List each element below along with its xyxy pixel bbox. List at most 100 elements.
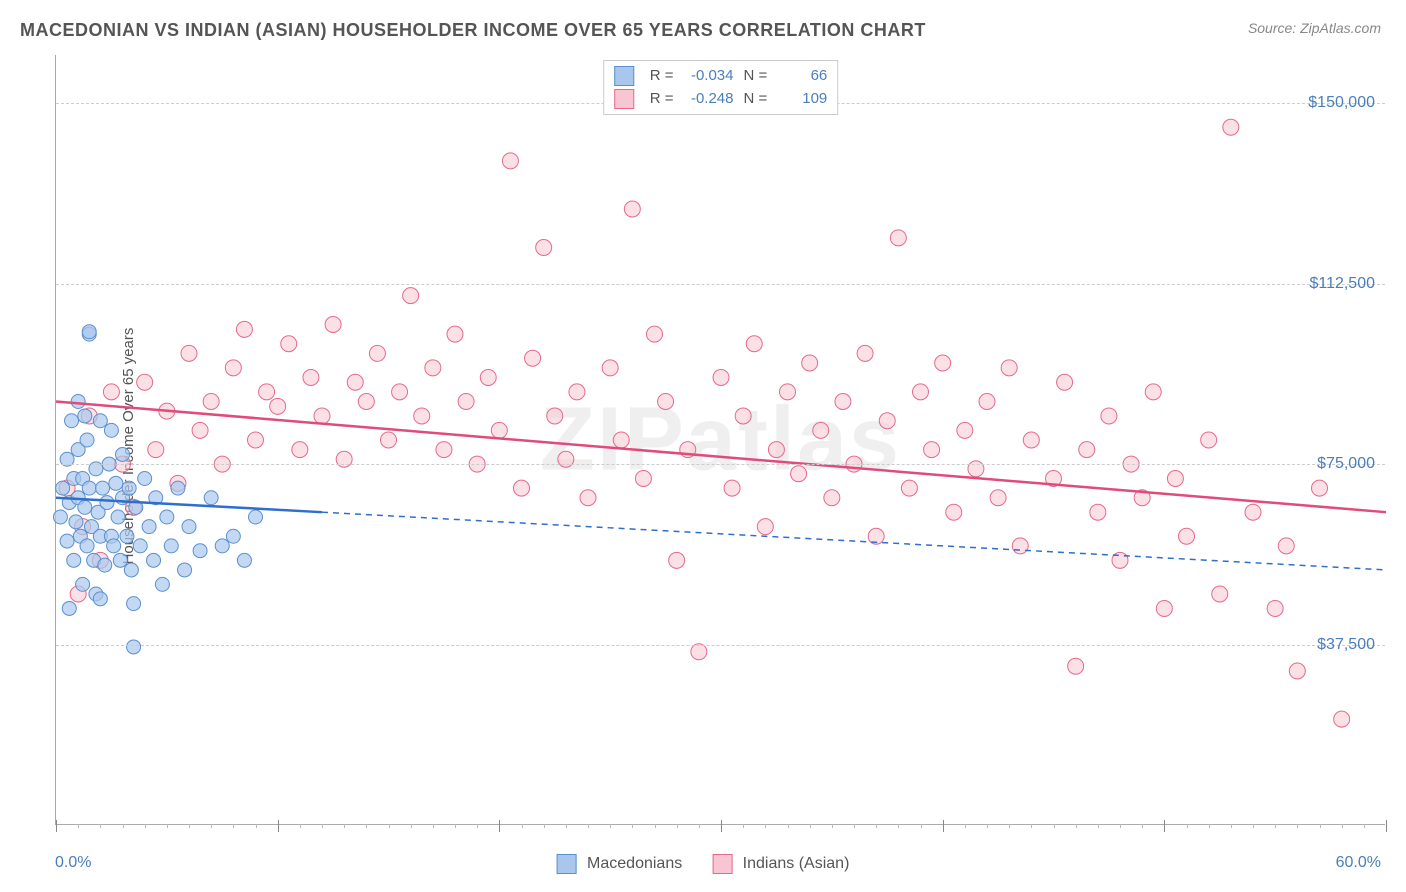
- x-tick-minor: [167, 824, 168, 828]
- scatter-point: [502, 153, 518, 169]
- scatter-point: [1167, 471, 1183, 487]
- x-tick-minor: [876, 824, 877, 828]
- scatter-point: [658, 394, 674, 410]
- scatter-point: [281, 336, 297, 352]
- x-tick-minor: [233, 824, 234, 828]
- scatter-point: [990, 490, 1006, 506]
- scatter-point: [835, 394, 851, 410]
- scatter-point: [1289, 663, 1305, 679]
- x-tick-minor: [921, 824, 922, 828]
- x-tick-minor: [677, 824, 678, 828]
- scatter-point: [857, 345, 873, 361]
- scatter-point: [69, 515, 83, 529]
- scatter-point: [113, 553, 127, 567]
- r-value-0: -0.034: [684, 65, 734, 88]
- scatter-point: [957, 422, 973, 438]
- x-tick-minor: [1187, 824, 1188, 828]
- scatter-point: [425, 360, 441, 376]
- x-tick-minor: [100, 824, 101, 828]
- scatter-point: [491, 422, 507, 438]
- trend-line-solid: [56, 402, 1386, 513]
- legend-swatch-1: [712, 854, 732, 874]
- scatter-point: [122, 481, 136, 495]
- scatter-point: [713, 369, 729, 385]
- x-tick-minor: [699, 824, 700, 828]
- scatter-point: [192, 422, 208, 438]
- x-tick-minor: [189, 824, 190, 828]
- chart-container: MACEDONIAN VS INDIAN (ASIAN) HOUSEHOLDER…: [0, 0, 1406, 892]
- scatter-point: [127, 597, 141, 611]
- x-tick-minor: [965, 824, 966, 828]
- scatter-point: [116, 447, 130, 461]
- scatter-point: [314, 408, 330, 424]
- x-tick-minor: [411, 824, 412, 828]
- corr-swatch-1: [614, 89, 634, 109]
- x-tick-major: [1164, 820, 1165, 832]
- n-value-1: 109: [777, 88, 827, 111]
- scatter-point: [160, 510, 174, 524]
- x-tick-minor: [810, 824, 811, 828]
- legend-item-1: Indians (Asian): [712, 854, 849, 874]
- x-tick-minor: [300, 824, 301, 828]
- x-tick-minor: [610, 824, 611, 828]
- scatter-point: [148, 442, 164, 458]
- scatter-point: [1145, 384, 1161, 400]
- scatter-point: [624, 201, 640, 217]
- scatter-point: [142, 520, 156, 534]
- scatter-point: [669, 552, 685, 568]
- scatter-point: [104, 423, 118, 437]
- scatter-point: [746, 336, 762, 352]
- scatter-point: [100, 496, 114, 510]
- x-tick-minor: [455, 824, 456, 828]
- scatter-point: [381, 432, 397, 448]
- scatter-point: [780, 384, 796, 400]
- scatter-point: [613, 432, 629, 448]
- scatter-point: [979, 394, 995, 410]
- scatter-point: [124, 563, 138, 577]
- n-value-0: 66: [777, 65, 827, 88]
- x-tick-minor: [588, 824, 589, 828]
- scatter-point: [458, 394, 474, 410]
- x-tick-minor: [123, 824, 124, 828]
- y-tick-label: $150,000: [1308, 94, 1375, 112]
- scatter-point: [569, 384, 585, 400]
- x-tick-major: [499, 820, 500, 832]
- chart-title: MACEDONIAN VS INDIAN (ASIAN) HOUSEHOLDER…: [20, 20, 926, 41]
- scatter-point: [1223, 119, 1239, 135]
- r-label: R =: [650, 88, 674, 111]
- scatter-point: [514, 480, 530, 496]
- corr-swatch-0: [614, 66, 634, 86]
- scatter-point: [138, 472, 152, 486]
- scatter-point: [96, 481, 110, 495]
- scatter-point: [768, 442, 784, 458]
- scatter-point: [215, 539, 229, 553]
- n-label: N =: [744, 88, 768, 111]
- scatter-point: [901, 480, 917, 496]
- scatter-point: [1101, 408, 1117, 424]
- scatter-point: [80, 433, 94, 447]
- scatter-point: [155, 577, 169, 591]
- scatter-point: [1245, 504, 1261, 520]
- scatter-point: [60, 534, 74, 548]
- gridline: [56, 284, 1385, 285]
- scatter-point: [547, 408, 563, 424]
- scatter-point: [1057, 374, 1073, 390]
- scatter-point: [203, 394, 219, 410]
- trend-line-dashed: [322, 512, 1386, 570]
- scatter-point: [647, 326, 663, 342]
- x-tick-minor: [1342, 824, 1343, 828]
- scatter-point: [879, 413, 895, 429]
- scatter-point: [78, 500, 92, 514]
- series-legend: Macedonians Indians (Asian): [557, 854, 850, 874]
- scatter-point: [182, 520, 196, 534]
- legend-item-0: Macedonians: [557, 854, 683, 874]
- gridline: [56, 464, 1385, 465]
- x-tick-minor: [1142, 824, 1143, 828]
- scatter-point: [580, 490, 596, 506]
- scatter-point: [1068, 658, 1084, 674]
- x-tick-minor: [1098, 824, 1099, 828]
- scatter-point: [53, 510, 67, 524]
- scatter-point: [1212, 586, 1228, 602]
- x-tick-minor: [854, 824, 855, 828]
- scatter-point: [93, 592, 107, 606]
